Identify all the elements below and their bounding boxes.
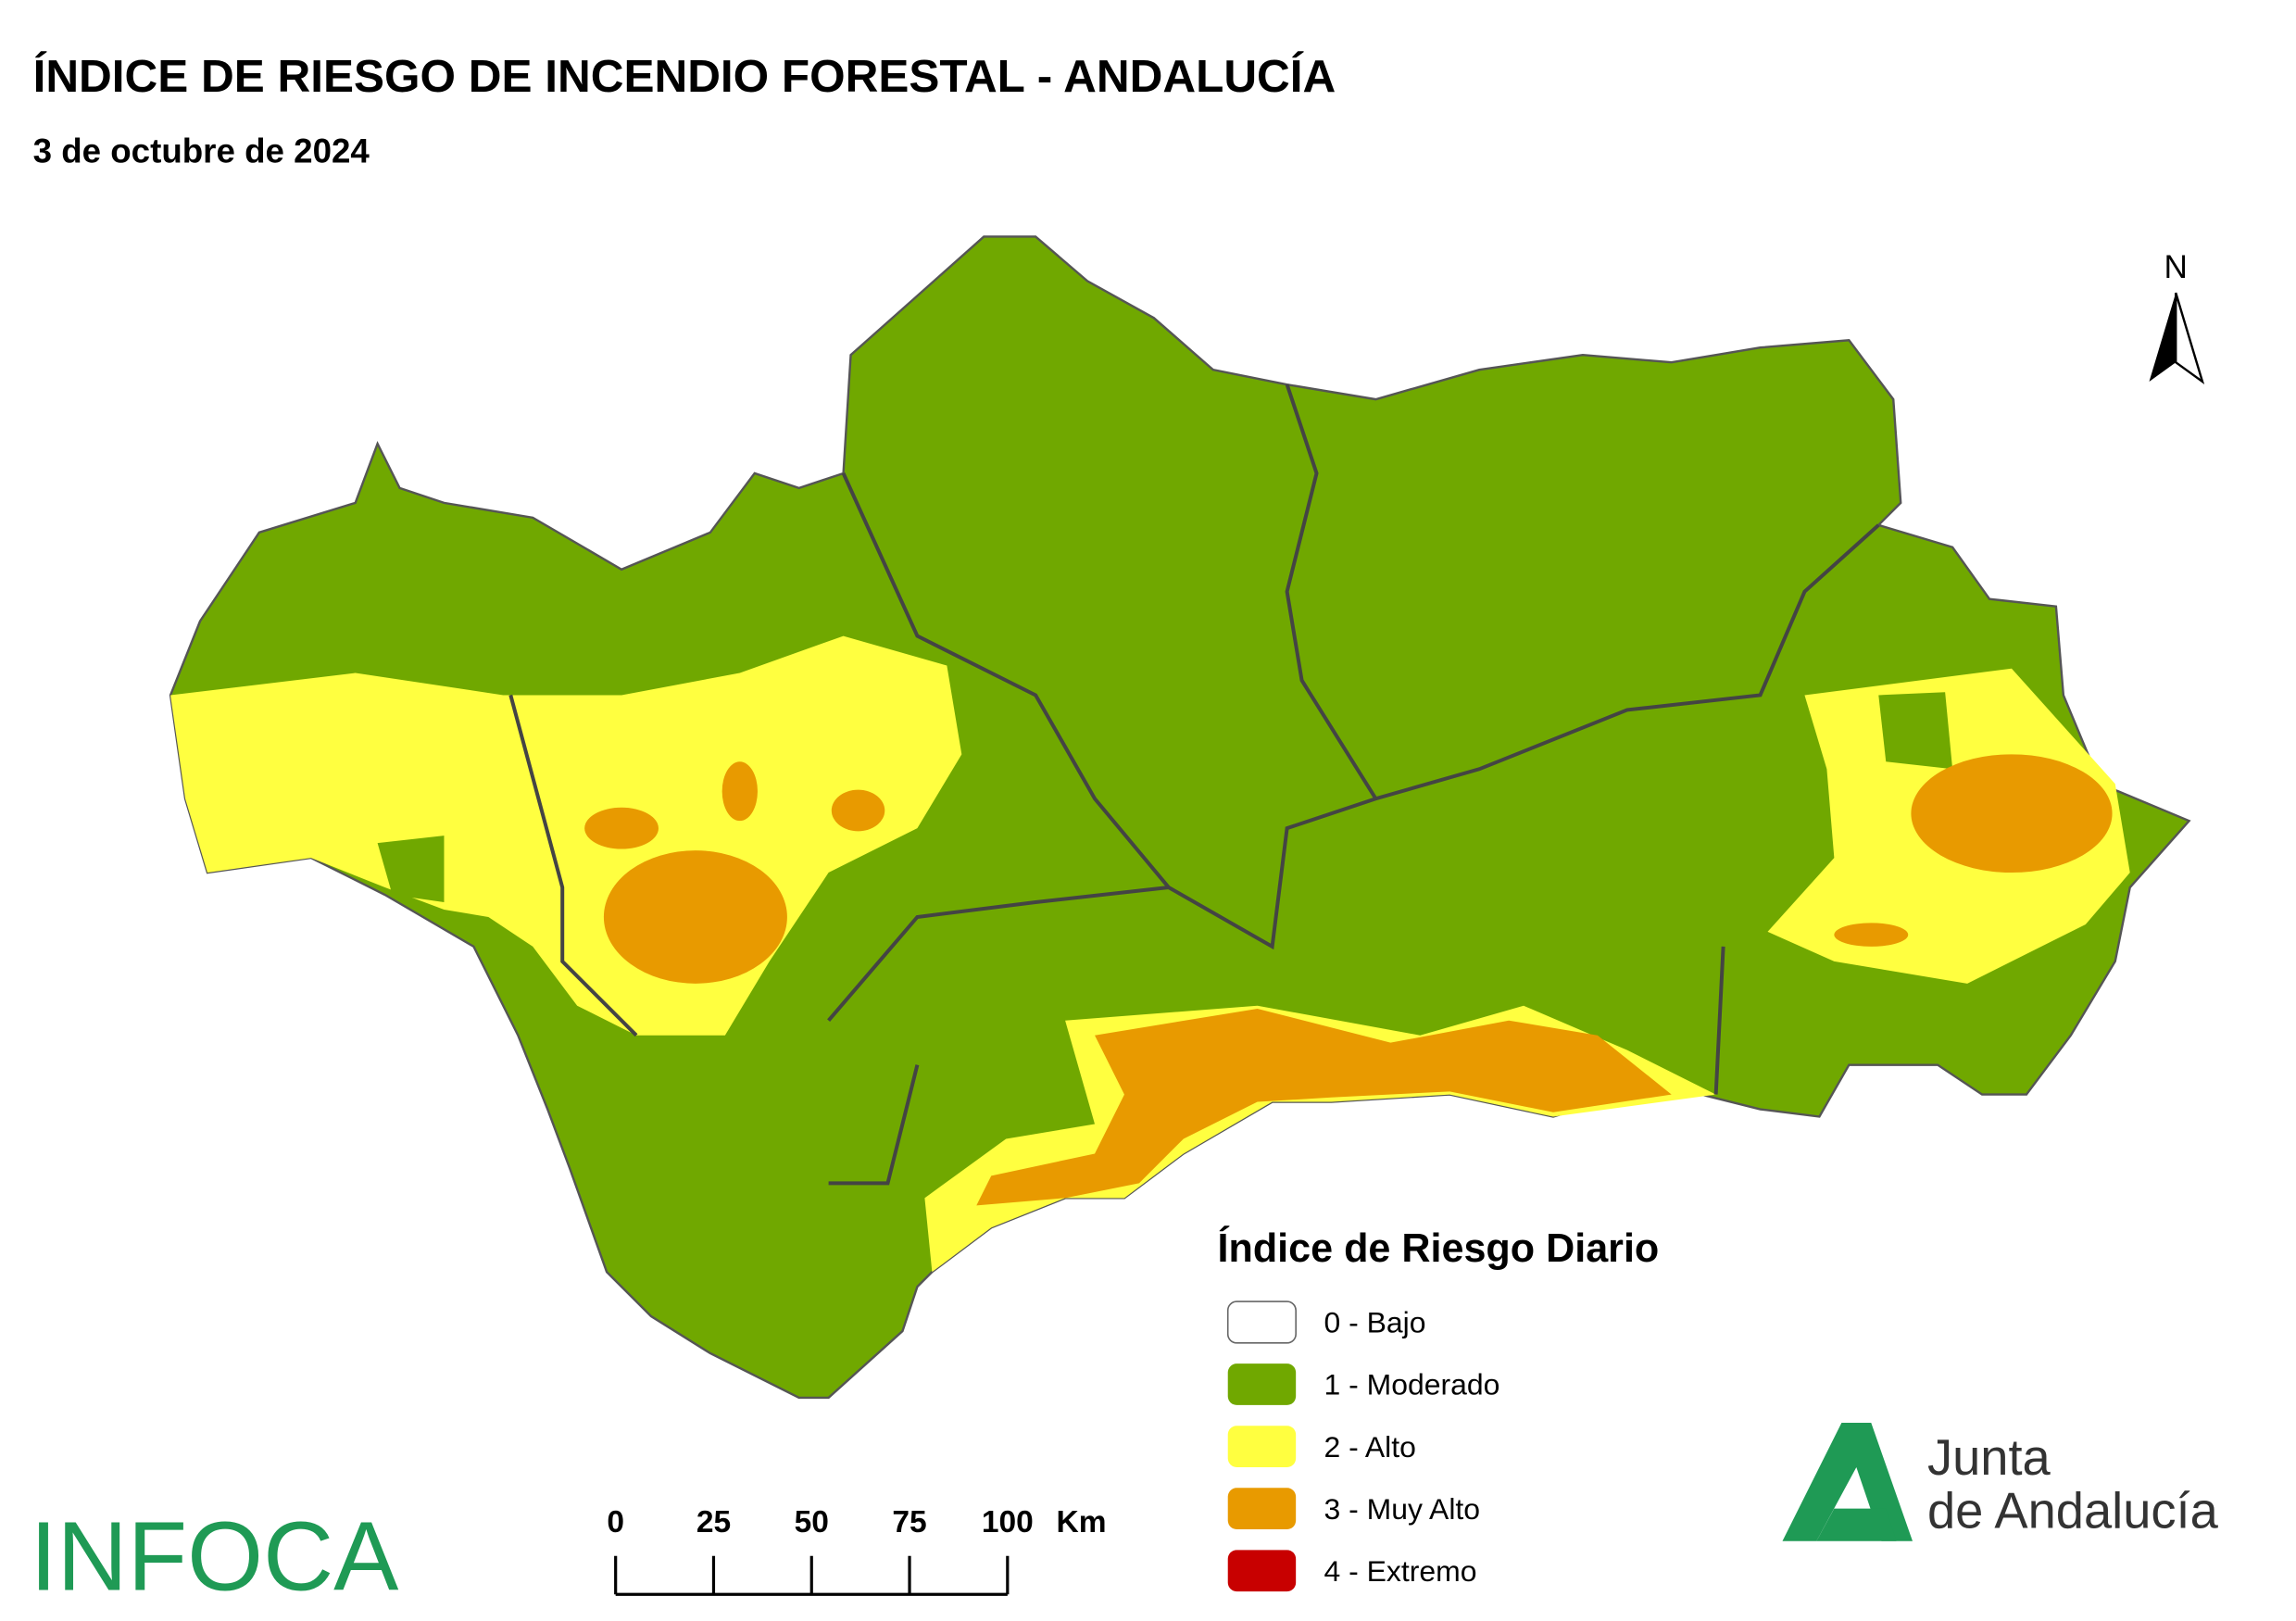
junta-logo: Junta de Andalucía [1782,1423,2219,1541]
title: ÍNDICE DE RIESGO DE INCENDIO FORESTAL - … [33,50,1336,102]
legend-label: 3 - Muy Alto [1324,1492,1481,1526]
region-muy-alto [584,807,659,849]
legend-label: 4 - Extremo [1324,1554,1477,1588]
legend-swatch [1227,1426,1297,1467]
region-muy-alto [976,1008,1672,1206]
scale-label: 25 [696,1505,731,1539]
region-moderado [377,836,445,902]
infoca-logo: INFOCA [30,1502,399,1611]
legend-swatch [1227,1363,1297,1405]
scale-label: 0 [607,1505,624,1539]
region-muy-alto [1834,923,1909,947]
province-border [508,383,1880,1186]
north-arrow-right [2175,292,2205,384]
north-label: N [2164,249,2188,285]
legend-label: 0 - Bajo [1324,1306,1426,1339]
legend-label: 2 - Alto [1324,1430,1416,1464]
legend: Índice de Riesgo Diario 0 - Bajo 1 - Mode… [1218,1226,1660,1592]
legend-swatch [1227,1488,1297,1530]
region-moderado [169,235,2191,1400]
junta-text: de Andalucía [1927,1482,2219,1539]
legend-label: 1 - Moderado [1324,1368,1500,1401]
region-moderado [1878,692,1953,770]
junta-text: Junta [1927,1429,2051,1486]
scale-label: 50 [795,1505,829,1539]
legend-title: Índice de Riesgo Diario [1218,1226,1660,1271]
legend-swatch [1227,1550,1297,1592]
junta-mark [1816,1508,1897,1541]
region-muy-alto [721,761,758,822]
scale-label: 75 [892,1505,926,1539]
map [169,235,2191,1400]
region-muy-alto [603,850,787,984]
subtitle: 3 de octubre de 2024 [33,132,370,170]
region-muy-alto [831,789,885,832]
scale-label: 100 [982,1505,1034,1539]
scale-bar: 0 25 50 75 100 Km [607,1505,1107,1596]
scale-unit: Km [1057,1505,1107,1539]
legend-swatch [1226,1301,1297,1344]
region-muy-alto [1911,754,2113,873]
